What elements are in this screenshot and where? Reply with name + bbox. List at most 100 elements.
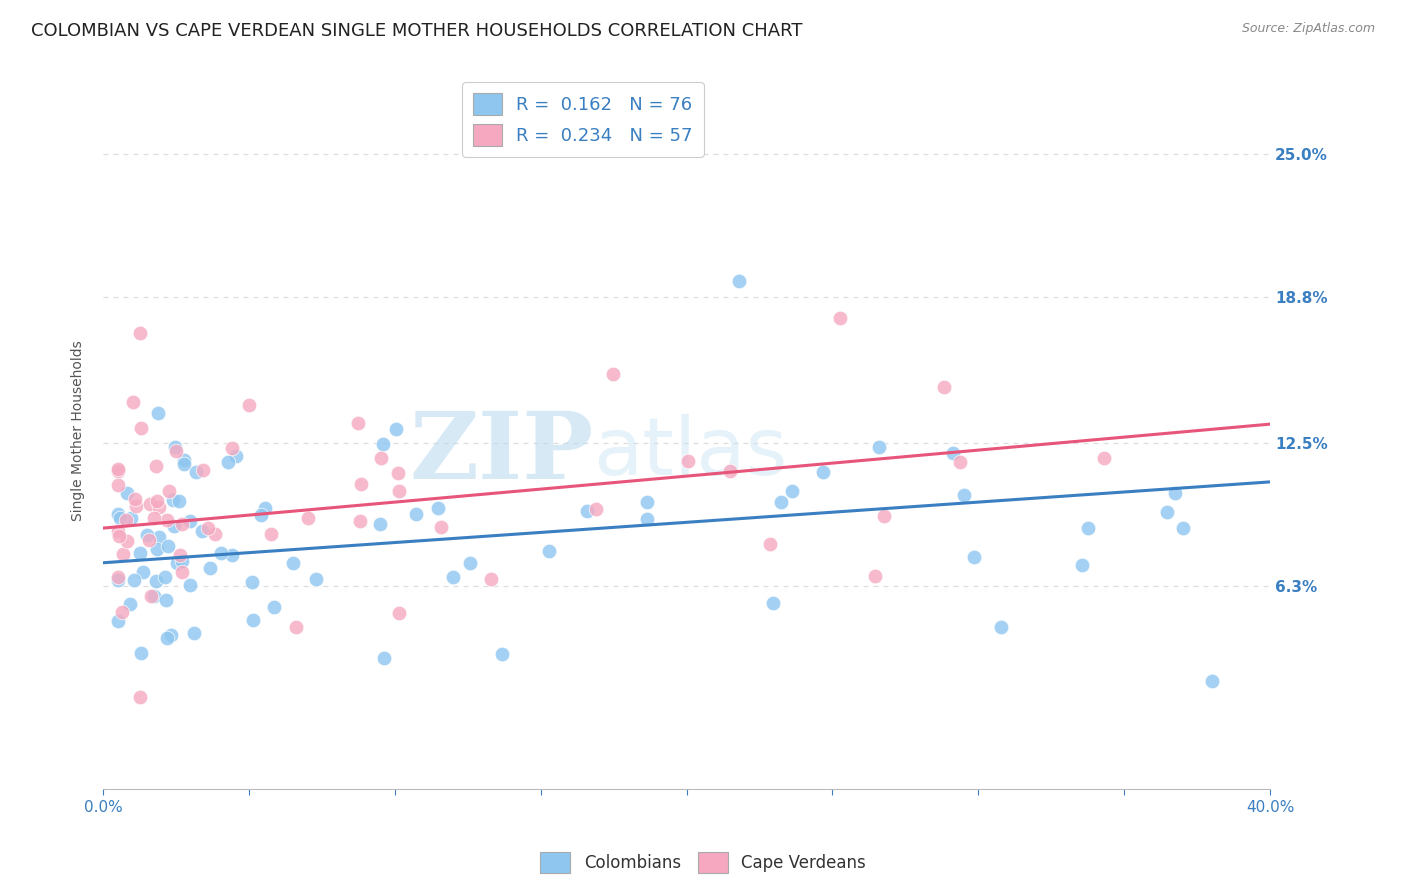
Point [217, 455, 239, 469]
Point [108, 511, 131, 525]
Point [240, 575, 263, 590]
Point [728, 274, 751, 288]
Point [1071, 558, 1094, 572]
Point [155, 593, 177, 607]
Point [430, 520, 453, 534]
Point [479, 573, 502, 587]
Point [107, 478, 129, 492]
Point [159, 628, 181, 642]
Point [304, 572, 326, 586]
Point [138, 533, 160, 547]
Point [491, 647, 513, 661]
Point [370, 451, 392, 466]
Point [350, 477, 373, 491]
Point [108, 529, 131, 543]
Point [163, 519, 186, 533]
Point [221, 442, 243, 456]
Point [143, 589, 166, 603]
Point [145, 574, 167, 589]
Point [388, 484, 411, 499]
Point [373, 651, 395, 665]
Point [118, 598, 141, 612]
Point [405, 507, 427, 521]
Point [169, 548, 191, 562]
Point [156, 513, 179, 527]
Point [200, 561, 222, 575]
Point [183, 625, 205, 640]
Point [107, 524, 129, 538]
Point [780, 483, 803, 498]
Text: Source: ZipAtlas.com: Source: ZipAtlas.com [1241, 22, 1375, 36]
Text: atlas: atlas [593, 414, 787, 491]
Point [387, 466, 409, 480]
Point [1164, 486, 1187, 500]
Point [124, 492, 146, 507]
Point [349, 515, 371, 529]
Point [949, 455, 972, 469]
Point [221, 548, 243, 562]
Point [125, 499, 148, 513]
Point [283, 557, 305, 571]
Point [427, 500, 450, 515]
Point [145, 494, 167, 508]
Point [932, 380, 955, 394]
Point [166, 556, 188, 570]
Point [155, 570, 177, 584]
Point [115, 485, 138, 500]
Point [1156, 506, 1178, 520]
Point [636, 512, 658, 526]
Point [173, 453, 195, 467]
Point [138, 497, 160, 511]
Point [1201, 673, 1223, 688]
Point [142, 511, 165, 525]
Point [225, 450, 247, 464]
Point [537, 544, 560, 558]
Point [868, 440, 890, 454]
Point [204, 526, 226, 541]
Point [173, 457, 195, 471]
Point [285, 620, 308, 634]
Point [165, 443, 187, 458]
Point [759, 537, 782, 551]
Point [963, 550, 986, 565]
Point [136, 528, 159, 542]
Point [585, 502, 607, 516]
Point [1092, 451, 1115, 466]
Point [990, 620, 1012, 634]
Point [148, 500, 170, 514]
Point [148, 530, 170, 544]
Point [132, 566, 155, 580]
Point [117, 534, 139, 549]
Point [107, 570, 129, 584]
Point [184, 466, 207, 480]
Point [107, 507, 129, 521]
Point [121, 395, 143, 409]
Point [170, 516, 193, 531]
Point [120, 511, 142, 525]
Point [602, 367, 624, 381]
Point [179, 577, 201, 591]
Point [157, 540, 180, 554]
Point [263, 599, 285, 614]
Point [172, 565, 194, 579]
Y-axis label: Single Mother Households: Single Mother Households [72, 341, 86, 522]
Point [575, 504, 598, 518]
Point [368, 517, 391, 532]
Point [197, 521, 219, 535]
Legend: Colombians, Cape Verdeans: Colombians, Cape Verdeans [534, 846, 872, 880]
Point [157, 483, 180, 498]
Point [242, 613, 264, 627]
Point [811, 465, 834, 479]
Point [139, 589, 162, 603]
Point [865, 569, 887, 583]
Point [107, 462, 129, 476]
Point [129, 690, 152, 704]
Point [873, 509, 896, 524]
Point [297, 511, 319, 525]
Point [460, 556, 482, 570]
Point [636, 494, 658, 508]
Point [1171, 521, 1194, 535]
Point [115, 513, 138, 527]
Point [128, 546, 150, 560]
Point [167, 494, 190, 508]
